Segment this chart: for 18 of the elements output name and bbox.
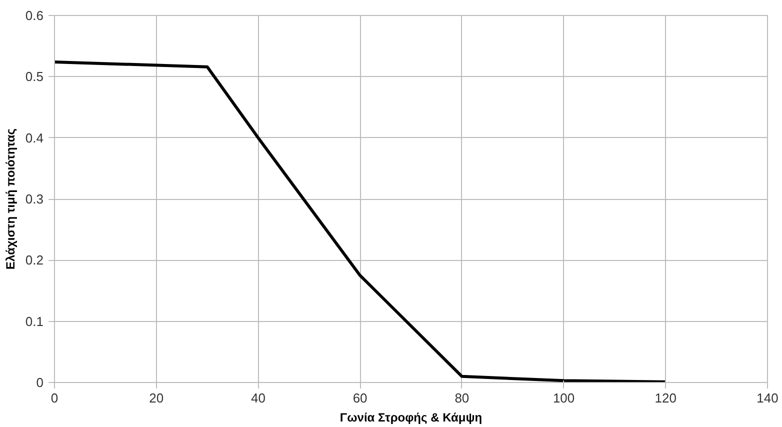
- y-tick-label: 0.6: [25, 8, 44, 23]
- y-tick-label: 0: [36, 375, 44, 390]
- y-tick-label: 0.3: [25, 192, 44, 206]
- x-tick-label: 20: [149, 390, 164, 406]
- x-tick-label: 100: [552, 390, 575, 406]
- y-tick-label: 0.4: [25, 130, 44, 146]
- x-tick-label: 140: [756, 390, 778, 406]
- x-tick-label: 0: [50, 390, 58, 406]
- y-tick-label: 0.1: [25, 314, 44, 329]
- x-tick-label: 80: [454, 390, 470, 406]
- line-series: [54, 60, 668, 382]
- x-tick-label: 40: [250, 390, 266, 406]
- x-axis-title: Γωνία Στροφής & Κάμψη: [340, 410, 482, 424]
- y-tick-label: 0.5: [25, 69, 44, 84]
- x-tick-label: 60: [352, 390, 368, 406]
- y-tick-label: 0.2: [25, 252, 44, 268]
- x-tick-label: 120: [654, 390, 676, 406]
- y-axis-title: Ελάχιστη τιμή ποιότητας: [3, 128, 18, 270]
